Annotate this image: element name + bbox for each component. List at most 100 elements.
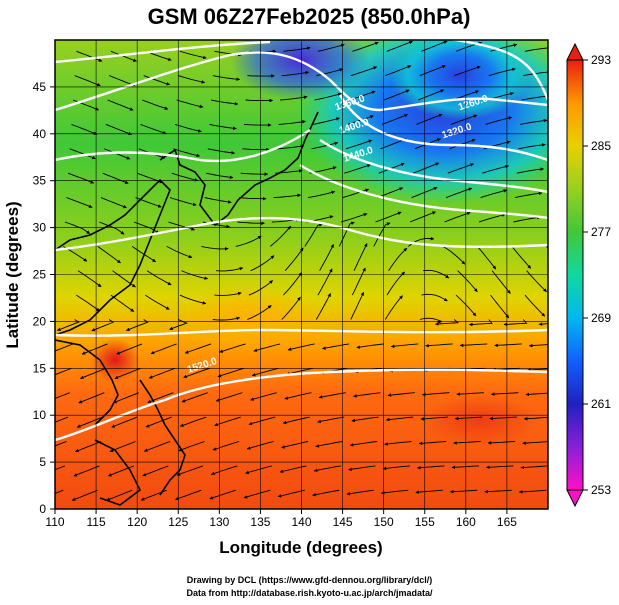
streamline	[351, 267, 366, 296]
streamline	[100, 197, 127, 209]
streamline	[384, 295, 403, 320]
streamline	[319, 243, 335, 271]
streamline	[69, 148, 96, 160]
streamline	[419, 317, 443, 324]
streamline	[281, 70, 310, 77]
streamline	[386, 271, 406, 296]
streamline	[140, 123, 167, 135]
streamline	[214, 416, 241, 427]
streamline	[449, 489, 478, 494]
streamline	[340, 212, 368, 223]
streamline	[142, 465, 169, 477]
streamline	[503, 319, 528, 327]
streamline	[175, 489, 202, 501]
streamline	[112, 270, 136, 288]
colorbar-scale	[566, 59, 584, 491]
streamline	[520, 118, 548, 125]
streamline	[143, 75, 171, 86]
y-axis-title: Latitude (degrees)	[3, 201, 22, 348]
streamline	[107, 99, 134, 111]
streamline	[418, 441, 447, 446]
streamline	[457, 270, 478, 293]
colorbar-tick-label: 293	[591, 53, 611, 67]
streamline	[247, 305, 272, 320]
streamline	[110, 294, 135, 312]
colorbar-tick-label: 285	[591, 139, 611, 153]
streamline	[145, 294, 170, 310]
streamline	[451, 465, 480, 470]
streamline	[528, 343, 548, 348]
streamline	[513, 215, 541, 223]
streamline	[459, 343, 488, 348]
streamline	[413, 162, 440, 174]
streamline	[487, 441, 516, 445]
streamline	[253, 343, 281, 352]
streamline	[378, 162, 405, 174]
streamline	[71, 489, 98, 501]
streamline	[245, 98, 274, 103]
streamline	[242, 147, 270, 152]
streamline	[454, 416, 483, 421]
streamline	[133, 221, 160, 234]
y-tick-label: 0	[39, 502, 46, 516]
streamline	[525, 392, 548, 397]
streamline	[174, 123, 202, 133]
streamline	[55, 441, 67, 447]
streamline	[421, 392, 450, 397]
streamline	[386, 40, 413, 52]
streamline	[538, 322, 548, 326]
streamline	[55, 367, 72, 376]
streamline	[351, 416, 379, 423]
streamline	[380, 489, 409, 495]
streamline	[110, 50, 137, 62]
streamline	[279, 465, 307, 474]
streamline	[317, 43, 345, 52]
streamline	[456, 392, 484, 396]
streamline	[476, 246, 497, 270]
streamline	[76, 416, 103, 428]
streamline	[353, 392, 381, 398]
streamline	[105, 123, 132, 136]
x-tick-label: 150	[374, 515, 394, 529]
streamline	[64, 221, 91, 235]
streamline	[247, 74, 275, 78]
streamline	[97, 246, 121, 264]
credit-drawing: Drawing by DCL (https://www.gfd-dennou.o…	[186, 575, 433, 585]
y-tick-label: 15	[33, 361, 47, 375]
streamline	[518, 489, 547, 494]
x-tick-label: 155	[415, 515, 435, 529]
colorbar-tick-label: 261	[591, 397, 611, 411]
streamline	[168, 221, 195, 231]
streamline	[350, 66, 378, 77]
streamline	[143, 441, 171, 452]
streamline	[283, 272, 303, 296]
streamline	[383, 89, 410, 101]
streamline	[322, 343, 350, 350]
streamline	[485, 116, 513, 125]
streamline	[468, 319, 493, 327]
streamline	[173, 148, 201, 158]
streamline	[111, 416, 138, 428]
streamline	[217, 367, 245, 378]
streamline	[147, 392, 174, 404]
x-tick-label: 165	[497, 515, 517, 529]
streamline	[349, 441, 378, 447]
grid-lines	[55, 40, 548, 509]
streamline	[411, 186, 438, 199]
streamline	[387, 392, 415, 397]
streamline	[382, 465, 411, 471]
streamline	[482, 164, 509, 174]
streamline	[201, 245, 229, 251]
streamline	[518, 143, 546, 150]
streamline	[416, 113, 443, 125]
streamline	[523, 70, 548, 77]
streamline	[489, 416, 517, 421]
streamline	[421, 293, 448, 302]
streamline	[490, 392, 519, 396]
streamline	[312, 489, 340, 497]
streamline	[215, 266, 244, 272]
streamline	[304, 223, 323, 247]
x-tick-label: 125	[168, 515, 188, 529]
y-tick-label: 20	[33, 314, 47, 328]
